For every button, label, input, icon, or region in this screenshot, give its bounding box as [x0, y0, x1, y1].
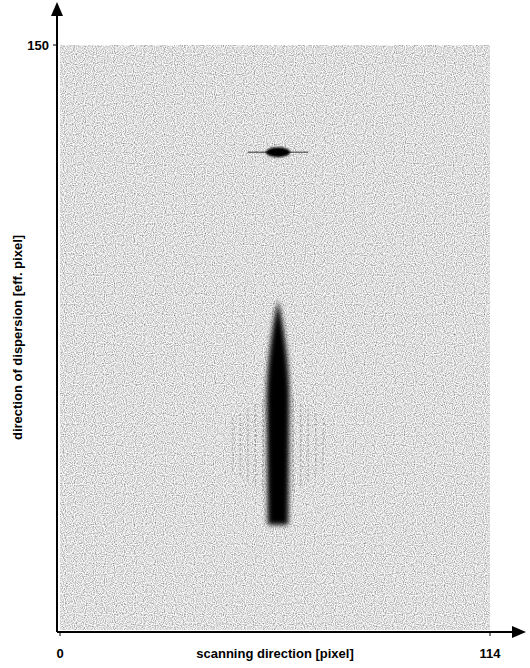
x-axis — [57, 631, 518, 633]
x-tick-label: 0 — [56, 646, 63, 661]
fringe — [307, 408, 309, 481]
x-tick — [60, 632, 61, 636]
fringe — [232, 418, 234, 473]
x-tick — [490, 632, 491, 636]
x-axis-title: scanning direction [pixel] — [196, 646, 353, 661]
y-tick-label: 150 — [27, 38, 49, 53]
spot — [266, 147, 290, 157]
fringe — [262, 399, 264, 491]
fringe — [292, 399, 294, 491]
fringe — [247, 408, 249, 481]
y-axis-arrow — [51, 2, 63, 16]
x-axis-arrow — [512, 626, 526, 638]
blob — [267, 300, 290, 524]
chart: 0 114 150 scanning direction [pixel] directi… — [0, 0, 530, 668]
plot-marks — [233, 45, 324, 630]
fringe — [255, 404, 257, 486]
x-tick-label: 114 — [480, 646, 502, 661]
fringe — [300, 404, 302, 486]
fringe — [323, 418, 325, 473]
image-background — [60, 45, 490, 630]
y-axis-title: direction of dispersion [eff. pixel] — [10, 235, 25, 440]
fringe — [315, 413, 317, 477]
fringe — [240, 413, 242, 477]
y-tick — [53, 45, 57, 46]
y-axis — [56, 10, 58, 632]
